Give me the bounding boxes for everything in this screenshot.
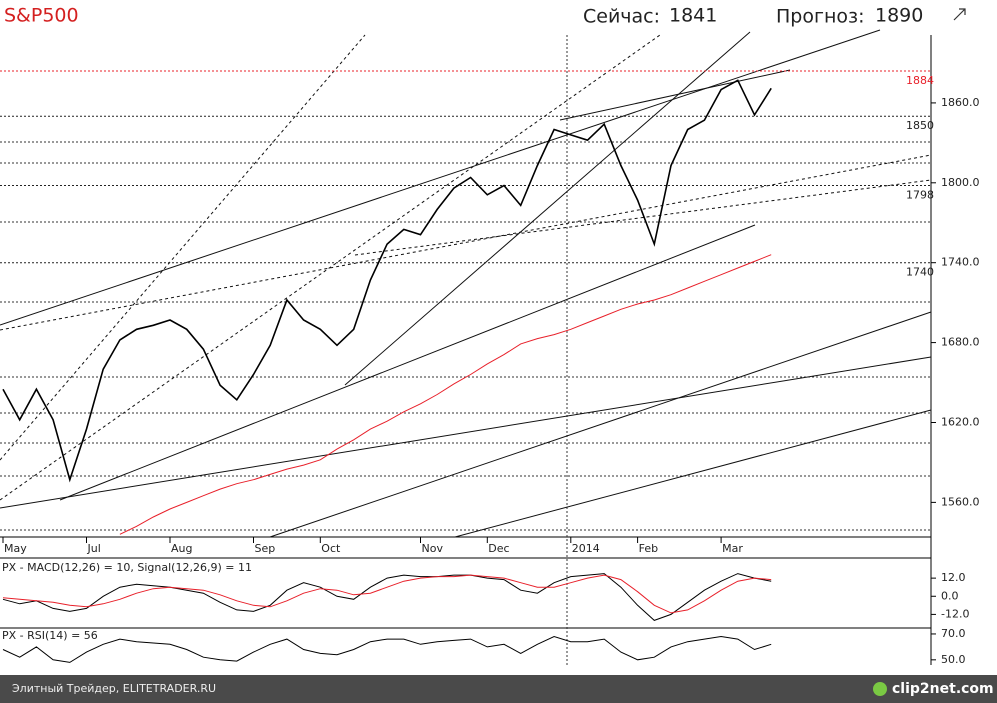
level-label: 1740: [906, 266, 934, 279]
x-tick-label: Jul: [87, 542, 101, 555]
expand-icon[interactable]: [953, 8, 966, 21]
x-tick-label: 2014: [572, 542, 600, 555]
y-tick-label: 12.0: [941, 571, 966, 584]
x-tick-label: Feb: [639, 542, 658, 555]
trend-lines: [0, 29, 932, 538]
x-tick-label: Sep: [255, 542, 276, 555]
y-tick-label: 1560.0: [941, 495, 980, 508]
series-line: [2, 79, 772, 483]
panel-title: PX - RSI(14) = 56: [2, 629, 98, 642]
chart-title: S&P500: [4, 5, 79, 27]
panel-title: PX - MACD(12,26) = 10, Signal(12,26,9) =…: [2, 561, 252, 574]
series-line: [2, 574, 772, 614]
x-tick-label: Dec: [488, 542, 509, 555]
y-tick-label: 50.0: [941, 653, 966, 666]
y-tick-label: 1800.0: [941, 176, 980, 189]
forecast-label: Прогноз:: [776, 6, 865, 28]
y-tick-label: 0.0: [941, 589, 959, 602]
x-tick-label: May: [4, 542, 27, 555]
dashed-trend-lines: [0, 34, 932, 501]
x-tick-label: Aug: [171, 542, 192, 555]
footer-bar: [0, 675, 997, 703]
x-tick-label: Nov: [422, 542, 444, 555]
now-label: Сейчас:: [583, 6, 660, 28]
x-tick-label: Oct: [321, 542, 341, 555]
footer-source: Элитный Трейдер, ELITETRADER.RU: [12, 682, 216, 695]
level-label: 1850: [906, 119, 934, 132]
logo-icon: [873, 682, 887, 696]
y-tick-label: 1860.0: [941, 96, 980, 109]
series-line: [2, 573, 772, 621]
y-tick-label: -12.0: [941, 607, 969, 620]
frame: [0, 35, 932, 665]
forecast-value: 1890: [875, 5, 923, 27]
series-line: [2, 635, 772, 663]
x-tick-label: Mar: [722, 542, 743, 555]
now-value: 1841: [669, 5, 717, 27]
y-tick-label: 1620.0: [941, 415, 980, 428]
series-line: [119, 254, 772, 535]
y-tick-label: 1740.0: [941, 256, 980, 269]
y-tick-label: 70.0: [941, 627, 966, 640]
level-label: 1798: [906, 188, 934, 201]
level-label: 1884: [906, 74, 934, 87]
watermark[interactable]: clip2net.com: [892, 681, 994, 697]
y-tick-label: 1680.0: [941, 336, 980, 349]
